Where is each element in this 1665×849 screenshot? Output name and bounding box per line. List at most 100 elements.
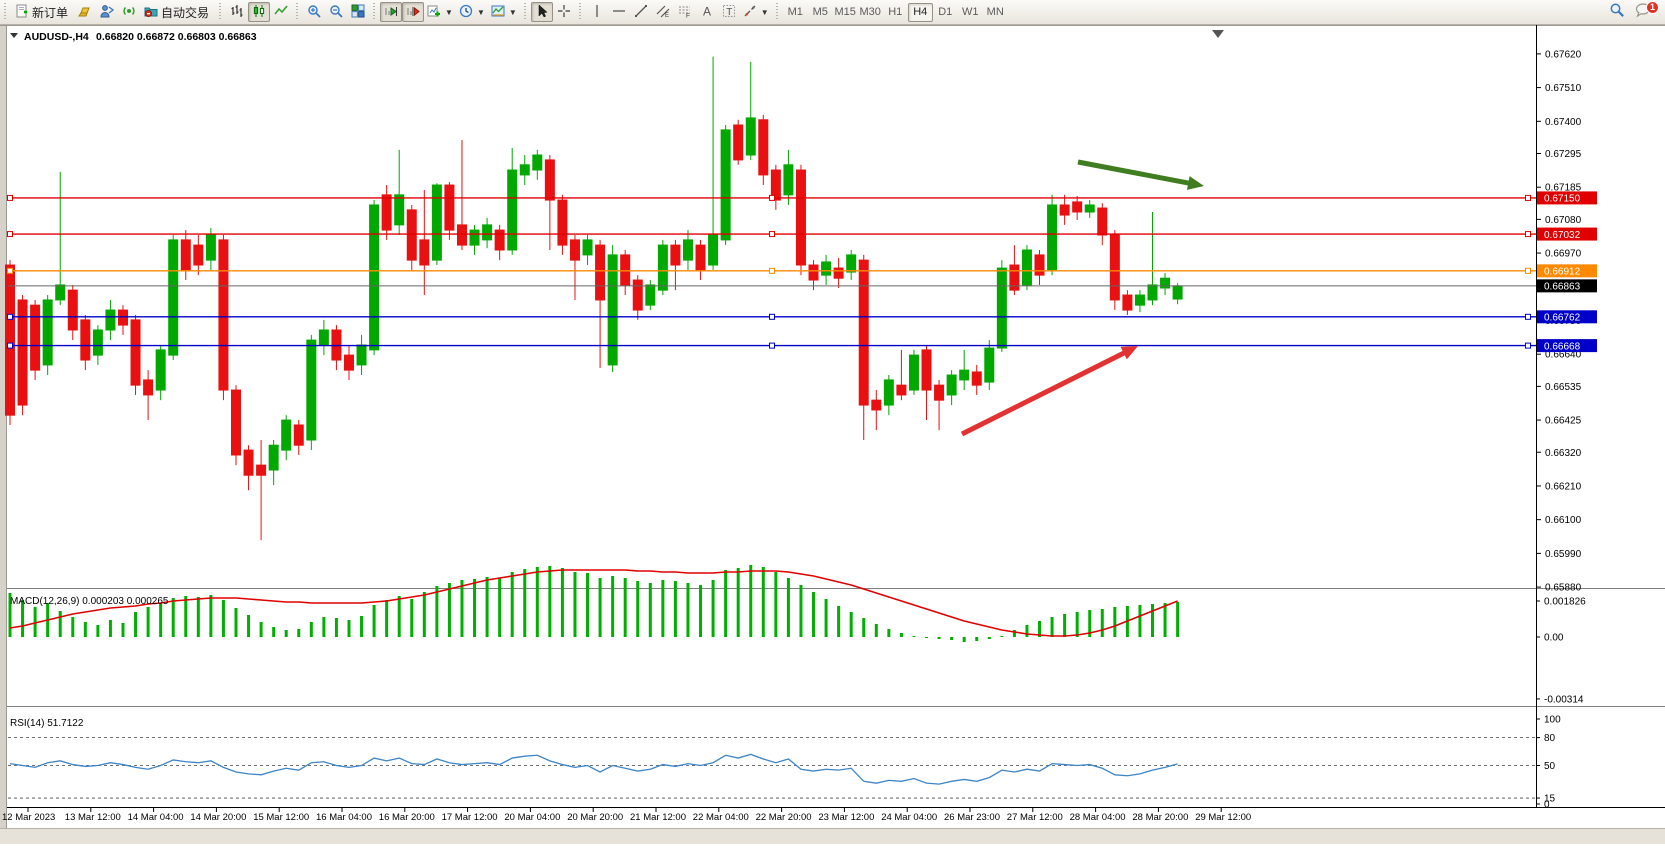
- price-tick-label: 0.65990: [1545, 549, 1582, 560]
- market-watch-button[interactable]: [96, 2, 118, 22]
- chart-shift-marker[interactable]: [1212, 30, 1224, 38]
- auto-trading-button[interactable]: 自动交易: [140, 2, 215, 22]
- candle-body: [808, 264, 819, 281]
- gold-button[interactable]: [74, 2, 96, 22]
- line-handle[interactable]: [1525, 231, 1531, 238]
- line-handle[interactable]: [1525, 194, 1531, 201]
- line-handle[interactable]: [769, 194, 775, 201]
- rsi-axis-label: 100: [1544, 715, 1561, 726]
- timeframe-button-m30[interactable]: M30: [859, 6, 881, 18]
- line-price-label: 0.67032: [1537, 227, 1597, 241]
- tile-windows-button[interactable]: [347, 2, 369, 22]
- periods-icon: [459, 4, 473, 21]
- candle-body: [645, 284, 656, 306]
- horizontal-line-button[interactable]: [608, 2, 630, 22]
- price-tick-label: 0.66100: [1545, 515, 1582, 526]
- horizontal-line-objects: [7, 194, 1536, 349]
- toolbar-grip: [773, 3, 781, 21]
- time-tick-label: 20 Mar 04:00: [504, 812, 560, 823]
- bar-chart-button[interactable]: [226, 2, 248, 22]
- line-handle[interactable]: [7, 313, 13, 320]
- line-handle[interactable]: [1525, 342, 1531, 349]
- candle-body: [381, 194, 392, 231]
- templates-icon: [491, 4, 505, 21]
- line-handle[interactable]: [769, 267, 775, 274]
- line-handle[interactable]: [7, 194, 13, 201]
- arrows-icon: [743, 4, 757, 21]
- arrows-button[interactable]: ▼: [740, 2, 772, 22]
- candle-body: [230, 389, 241, 456]
- red-arrow[interactable]: [960, 346, 1138, 437]
- line-handle[interactable]: [769, 231, 775, 238]
- new-chart-button[interactable]: ▼: [424, 2, 456, 22]
- cursor-icon: [535, 3, 549, 21]
- price-tick-label: 0.66970: [1545, 249, 1582, 260]
- chart-shift-icon: [406, 4, 420, 21]
- line-handle[interactable]: [769, 313, 775, 320]
- time-axis[interactable]: 12 Mar 2023 13 Mar 12:00 14 Mar 04:00 14 Ma…: [2, 808, 1251, 823]
- candle-body: [1160, 277, 1171, 289]
- timeframe-button-mn[interactable]: MN: [986, 6, 1004, 18]
- signals-button[interactable]: [118, 2, 140, 22]
- line-handle[interactable]: [1525, 267, 1531, 274]
- green-arrow[interactable]: [1077, 159, 1204, 190]
- auto-scroll-button[interactable]: [380, 2, 403, 22]
- equidistant-channel-button[interactable]: E: [652, 2, 674, 22]
- timeframe-button-m1[interactable]: M1: [787, 6, 803, 18]
- fibonacci-button[interactable]: F: [674, 2, 696, 22]
- candle-body: [946, 374, 957, 396]
- text-label-button[interactable]: T: [718, 2, 740, 22]
- templates-button[interactable]: ▼: [488, 2, 520, 22]
- line-handle[interactable]: [7, 267, 13, 274]
- price-axis[interactable]: 0.67620 0.67510 0.67400 0.67295 0.67185 0.670…: [1536, 49, 1597, 811]
- timeframe-button-m15[interactable]: M15: [834, 6, 856, 18]
- candlestick-chart-button[interactable]: [248, 2, 271, 22]
- chart-shift-button[interactable]: [402, 2, 425, 22]
- price-tick-label: 0.65880: [1545, 583, 1582, 594]
- candle-body: [632, 279, 643, 311]
- crosshair-button[interactable]: [553, 2, 575, 22]
- search-icon[interactable]: [1609, 2, 1625, 23]
- toolbar-grip: [521, 3, 529, 21]
- text-button[interactable]: A: [696, 2, 718, 22]
- timeframe-button-h1[interactable]: H1: [888, 6, 903, 18]
- line-handle[interactable]: [1525, 313, 1531, 320]
- line-chart-button[interactable]: [270, 2, 292, 22]
- candle-body: [67, 289, 78, 331]
- new-order-button[interactable]: 新订单: [11, 2, 74, 22]
- price-tick-label: 0.66425: [1545, 416, 1582, 427]
- chevron-down-icon: ▼: [760, 7, 769, 17]
- cursor-button[interactable]: [530, 2, 553, 22]
- line-handle[interactable]: [7, 231, 13, 238]
- macd-indicator: [8, 565, 1180, 643]
- notifications-button[interactable]: 1: [1633, 1, 1659, 22]
- toolbar-buttons: 新订单 自动交易 ▼ ▼ ▼ E F A T ▼ M1 M5 M15 M30 H1 H4 D1 W1 MN: [0, 0, 1008, 24]
- price-chart[interactable]: 0.67620 0.67510 0.67400 0.67295 0.67185 0.670…: [0, 25, 1665, 844]
- candle-body: [1059, 204, 1070, 216]
- timeframe-button-d1[interactable]: D1: [938, 6, 953, 18]
- zoom-out-icon: [329, 4, 343, 21]
- symbol-dropdown-icon[interactable]: [10, 33, 18, 38]
- toolbar: 新订单 自动交易 ▼ ▼ ▼ E F A T ▼ M1 M5 M15 M30 H1 H4 D1 W1 MN 1: [0, 0, 1665, 25]
- timeframe-button-w1[interactable]: W1: [961, 6, 979, 18]
- line-price-label: 0.66863: [1537, 279, 1597, 293]
- timeframe-button-h4[interactable]: H4: [907, 2, 933, 22]
- vertical-line-button[interactable]: [586, 2, 608, 22]
- zoom-out-button[interactable]: [325, 2, 347, 22]
- line-handle[interactable]: [7, 342, 13, 349]
- candle-body: [406, 209, 417, 261]
- zoom-in-button[interactable]: [303, 2, 325, 22]
- svg-text:0.67032: 0.67032: [1544, 230, 1581, 241]
- macd-axis-label: 0.00: [1544, 633, 1564, 644]
- trendline-button[interactable]: [630, 2, 652, 22]
- bar-chart-icon: [230, 4, 244, 21]
- line-handle[interactable]: [769, 342, 775, 349]
- candle-body: [770, 169, 781, 201]
- periods-button[interactable]: ▼: [456, 2, 488, 22]
- timeframe-button-m5[interactable]: M5: [812, 6, 828, 18]
- signals-icon: [122, 4, 136, 21]
- chevron-down-icon: ▼: [445, 7, 453, 17]
- svg-text:0.66912: 0.66912: [1544, 267, 1581, 278]
- candle-body: [795, 169, 806, 266]
- market-watch-icon: [100, 4, 115, 21]
